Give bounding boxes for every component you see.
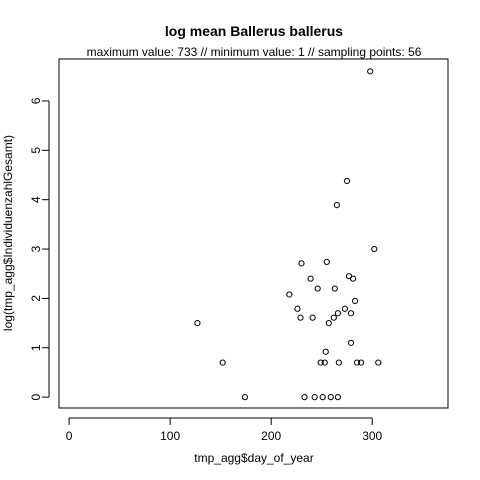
data-point xyxy=(298,260,305,267)
chart-subtitle: maximum value: 733 // minimum value: 1 /… xyxy=(87,45,422,59)
data-point xyxy=(353,359,361,366)
data-point xyxy=(341,305,349,312)
data-point xyxy=(311,394,318,401)
data-point xyxy=(351,297,359,304)
data-point xyxy=(371,245,378,253)
x-tick-label: 200 xyxy=(261,429,281,443)
data-point xyxy=(194,319,201,327)
x-tick-label: 300 xyxy=(362,429,382,443)
data-point xyxy=(309,314,316,321)
y-tick-label: 4 xyxy=(29,196,43,203)
data-point xyxy=(301,394,308,401)
y-tick-label: 2 xyxy=(29,295,43,302)
y-tick-label: 3 xyxy=(29,245,43,252)
data-point xyxy=(358,359,365,366)
data-point xyxy=(219,359,226,366)
data-point xyxy=(347,339,355,346)
y-axis-label: log(tmp_agg$IndividuenzahlGesamt) xyxy=(1,135,15,331)
data-point xyxy=(333,202,340,209)
data-point xyxy=(286,291,293,298)
data-points xyxy=(194,68,382,401)
data-point xyxy=(321,359,328,366)
data-point xyxy=(367,68,374,75)
plot-frame xyxy=(58,58,449,409)
data-point xyxy=(314,285,321,292)
data-point xyxy=(349,275,357,282)
y-tick-label: 1 xyxy=(29,344,43,351)
data-point xyxy=(331,285,338,292)
data-point xyxy=(347,310,355,317)
chart-title: log mean Ballerus ballerus xyxy=(165,23,343,39)
data-point xyxy=(327,394,334,401)
y-axis: 0 1 2 3 4 5 6 xyxy=(29,97,50,400)
data-point xyxy=(375,359,382,366)
data-point xyxy=(334,310,341,317)
x-axis: 0 100 200 300 xyxy=(66,417,383,443)
data-point xyxy=(319,394,326,401)
y-tick-label: 0 xyxy=(29,393,43,400)
y-tick-label: 6 xyxy=(29,97,43,104)
data-point xyxy=(323,258,330,265)
x-tick-label: 0 xyxy=(66,429,73,443)
data-point xyxy=(335,359,342,366)
data-point xyxy=(317,359,324,366)
data-point xyxy=(297,314,304,321)
data-point xyxy=(294,305,301,312)
data-point xyxy=(343,177,351,185)
data-point xyxy=(334,394,341,401)
data-point xyxy=(330,314,337,321)
data-point xyxy=(241,394,249,401)
x-axis-label: tmp_agg$day_of_year xyxy=(194,451,313,465)
data-point xyxy=(322,348,329,355)
x-tick-label: 100 xyxy=(160,429,180,443)
y-tick-label: 5 xyxy=(29,147,43,154)
data-point xyxy=(325,319,332,327)
data-point xyxy=(307,275,314,282)
